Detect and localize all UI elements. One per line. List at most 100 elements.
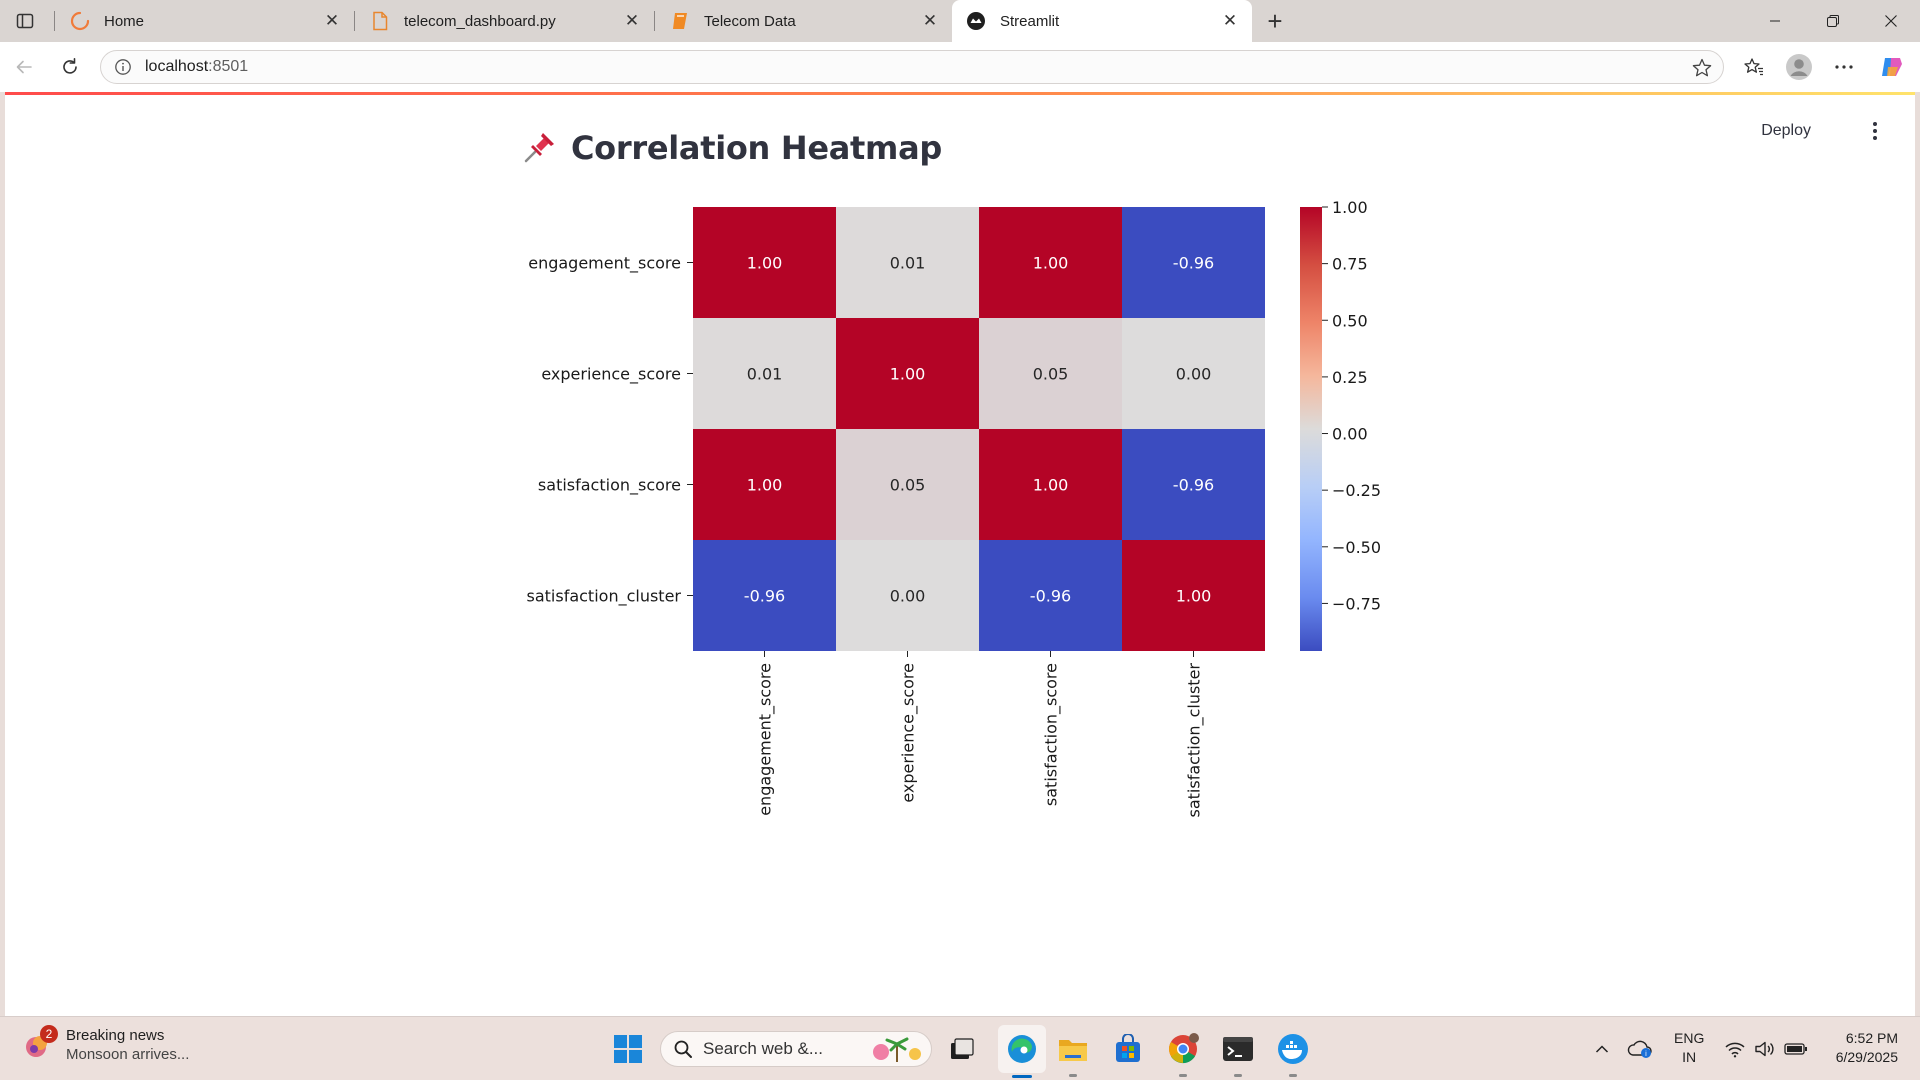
- file-explorer-icon[interactable]: [1055, 1031, 1091, 1067]
- edge-loading-icon: [70, 11, 90, 31]
- heatmap-column-labels: engagement_score experience_score satisfac…: [756, 651, 1205, 818]
- cell-annotation: 0.05: [1033, 365, 1069, 384]
- tab-title: telecom_dashboard.py: [404, 12, 556, 30]
- heatmap-cell: [693, 318, 836, 429]
- x-tick-label: engagement_score: [756, 663, 776, 816]
- browser-tab-strip: Home ✕ telecom_dashboard.py ✕ Telecom Da…: [0, 0, 1920, 42]
- restore-icon[interactable]: [1804, 0, 1862, 42]
- docker-icon[interactable]: [1275, 1031, 1311, 1067]
- chrome-icon[interactable]: [1165, 1031, 1201, 1067]
- new-tab-button[interactable]: +: [1267, 5, 1283, 36]
- running-indicator: [1234, 1074, 1242, 1077]
- tab-streamlit[interactable]: Streamlit ✕: [952, 0, 1252, 42]
- windows-start-icon[interactable]: [610, 1031, 646, 1067]
- heatmap-cell: [693, 540, 836, 651]
- heatmap-cell: [979, 318, 1122, 429]
- colorbar-tick-label: 0.50: [1332, 311, 1368, 330]
- task-view-icon[interactable]: [944, 1031, 980, 1067]
- heatmap-cell: [693, 429, 836, 540]
- heatmap-cell: [693, 207, 836, 318]
- tab-title: Telecom Data: [704, 12, 796, 30]
- heatmap-cell: [1122, 207, 1265, 318]
- page-decoration-bar: [5, 92, 1915, 95]
- active-app-indicator: [1012, 1075, 1032, 1078]
- profile-avatar-icon[interactable]: [1783, 51, 1815, 83]
- colorbar-tick-label: 0.75: [1332, 255, 1368, 274]
- page-title: Correlation Heatmap: [571, 129, 942, 167]
- correlation-heatmap: 1.00 0.01 1.00 -0.96 0.01 1.00 0.05 0.00 1.00 0.0…: [527, 198, 1382, 818]
- favorites-icon[interactable]: [1738, 51, 1770, 83]
- cell-annotation: -0.96: [1173, 254, 1214, 273]
- news-widget-icon: 2: [22, 1025, 58, 1061]
- heatmap-cell: [979, 207, 1122, 318]
- cell-annotation: 1.00: [890, 365, 926, 384]
- colorbar-tick-label: −0.50: [1332, 538, 1381, 557]
- heatmap-cell: [836, 540, 979, 651]
- more-options-icon[interactable]: [1828, 51, 1860, 83]
- close-icon[interactable]: ✕: [1222, 11, 1238, 30]
- sidebar-toggle-icon[interactable]: [10, 8, 40, 34]
- taskbar-search[interactable]: Search web &...: [660, 1031, 932, 1067]
- deploy-button[interactable]: Deploy: [1761, 122, 1811, 139]
- language-indicator[interactable]: ENG IN: [1674, 1029, 1704, 1067]
- news-title: Breaking news: [66, 1027, 165, 1044]
- volume-icon[interactable]: [1752, 1037, 1778, 1061]
- main-menu-icon[interactable]: [1863, 118, 1887, 144]
- y-tick-label: engagement_score: [528, 254, 681, 274]
- back-button[interactable]: [8, 51, 40, 83]
- close-window-icon[interactable]: [1862, 0, 1920, 42]
- system-clock[interactable]: 6:52 PM 6/29/2025: [1836, 1029, 1898, 1067]
- edge-icon[interactable]: [998, 1025, 1046, 1073]
- refresh-button[interactable]: [54, 51, 86, 83]
- tab-home[interactable]: Home ✕: [56, 0, 354, 42]
- heatmap-cell: [836, 429, 979, 540]
- clock-date: 6/29/2025: [1835, 1049, 1898, 1065]
- site-info-icon[interactable]: [113, 57, 133, 77]
- streamlit-page: Deploy Correlation Heatmap: [5, 92, 1915, 1016]
- y-tick-label: satisfaction_cluster: [527, 587, 682, 607]
- streamlit-icon: [966, 11, 986, 31]
- cell-annotation: 1.00: [1033, 476, 1069, 495]
- windows-taskbar: 2 Breaking news Monsoon arrives... Searc…: [0, 1016, 1920, 1080]
- heatmap-cell: [1122, 540, 1265, 651]
- x-tick-label: experience_score: [899, 663, 919, 803]
- running-indicator: [1069, 1074, 1077, 1077]
- show-hidden-icons-icon[interactable]: [1590, 1037, 1614, 1061]
- store-icon[interactable]: [1110, 1031, 1146, 1067]
- minimize-icon[interactable]: [1746, 0, 1804, 42]
- cell-annotation: 0.01: [747, 365, 783, 384]
- cell-annotation: 0.00: [1176, 365, 1212, 384]
- tab-telecom-data[interactable]: Telecom Data ✕: [656, 0, 952, 42]
- address-bar[interactable]: localhost:8501: [100, 50, 1724, 84]
- terminal-icon[interactable]: [1220, 1031, 1256, 1067]
- heatmap-cells: 1.00 0.01 1.00 -0.96 0.01 1.00 0.05 0.00 1.00 0.0…: [693, 207, 1265, 651]
- battery-icon[interactable]: [1782, 1037, 1810, 1061]
- tab-separator: [54, 11, 55, 31]
- close-icon[interactable]: ✕: [922, 11, 938, 30]
- cell-annotation: 0.00: [890, 587, 926, 606]
- wifi-icon[interactable]: [1722, 1037, 1748, 1061]
- pushpin-icon: [519, 128, 559, 168]
- search-placeholder: Search web &...: [703, 1039, 824, 1058]
- page-heading: Correlation Heatmap: [519, 128, 942, 168]
- close-icon[interactable]: ✕: [324, 11, 340, 30]
- cell-annotation: -0.96: [1173, 476, 1214, 495]
- onedrive-icon[interactable]: i: [1626, 1037, 1654, 1061]
- heatmap-cell: [836, 318, 979, 429]
- tab-telecom-dashboard[interactable]: telecom_dashboard.py ✕: [356, 0, 654, 42]
- favorite-star-icon[interactable]: [1691, 57, 1713, 79]
- url-text: localhost:8501: [145, 58, 248, 76]
- colorbar-tick-label: 1.00: [1332, 198, 1368, 217]
- cell-annotation: 1.00: [1176, 587, 1212, 606]
- cell-annotation: -0.96: [1030, 587, 1071, 606]
- close-icon[interactable]: ✕: [624, 11, 640, 30]
- cell-annotation: 1.00: [1033, 254, 1069, 273]
- news-widget[interactable]: 2 Breaking news Monsoon arrives...: [22, 1025, 189, 1063]
- search-highlight-icon: [867, 1034, 927, 1064]
- language-code: ENG: [1674, 1030, 1705, 1046]
- y-tick-label: satisfaction_score: [538, 476, 681, 496]
- copilot-icon[interactable]: [1876, 51, 1908, 83]
- cell-annotation: 0.05: [890, 476, 926, 495]
- colorbar: [1300, 207, 1322, 651]
- heatmap-cell: [836, 207, 979, 318]
